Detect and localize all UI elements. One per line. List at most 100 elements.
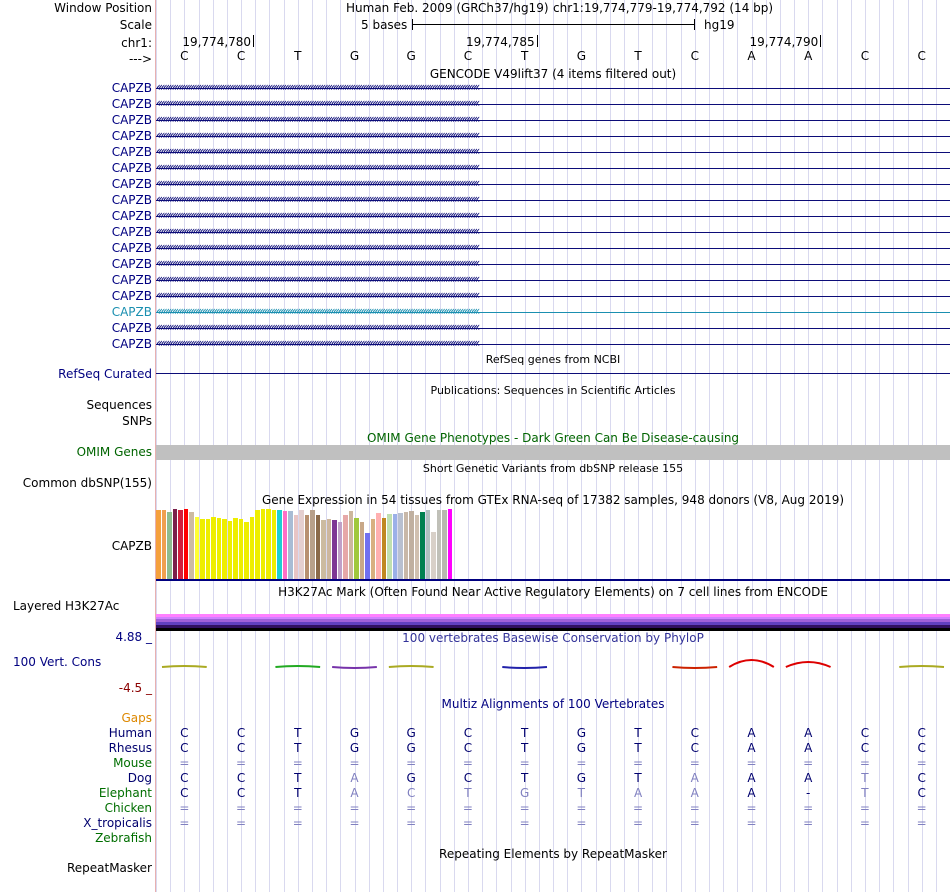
gencode-transcript-line[interactable]: ‹‹‹‹‹‹‹‹‹‹‹‹‹‹‹‹‹‹‹‹‹‹‹‹‹‹‹‹‹‹‹‹‹‹‹‹‹‹‹‹… xyxy=(156,242,950,256)
gtex-tissue-bar[interactable] xyxy=(315,515,320,579)
gencode-item-label[interactable]: CAPZB xyxy=(111,337,152,351)
gencode-item-label[interactable]: CAPZB xyxy=(111,193,152,207)
gencode-item-label[interactable]: CAPZB xyxy=(111,209,152,223)
gtex-tissue-bar[interactable] xyxy=(392,514,397,579)
gencode-item-label[interactable]: CAPZB xyxy=(111,257,152,271)
gtex-tissue-bar[interactable] xyxy=(205,519,210,579)
species-label[interactable]: Chicken xyxy=(104,801,152,815)
gtex-tissue-bar[interactable] xyxy=(178,510,183,579)
gencode-transcript-line[interactable]: ‹‹‹‹‹‹‹‹‹‹‹‹‹‹‹‹‹‹‹‹‹‹‹‹‹‹‹‹‹‹‹‹‹‹‹‹‹‹‹‹… xyxy=(156,338,950,352)
gtex-tissue-bar[interactable] xyxy=(299,510,304,579)
gtex-tissue-bar[interactable] xyxy=(260,509,265,579)
gencode-transcript-line[interactable]: ‹‹‹‹‹‹‹‹‹‹‹‹‹‹‹‹‹‹‹‹‹‹‹‹‹‹‹‹‹‹‹‹‹‹‹‹‹‹‹‹… xyxy=(156,146,950,160)
refseq-gene-line[interactable] xyxy=(156,373,950,374)
gtex-tissue-bar[interactable] xyxy=(167,512,172,579)
gencode-item-label[interactable]: CAPZB xyxy=(111,289,152,303)
gencode-transcript-line[interactable]: ‹‹‹‹‹‹‹‹‹‹‹‹‹‹‹‹‹‹‹‹‹‹‹‹‹‹‹‹‹‹‹‹‹‹‹‹‹‹‹‹… xyxy=(156,226,950,240)
gtex-tissue-bar[interactable] xyxy=(266,509,271,579)
gtex-tissue-bar[interactable] xyxy=(233,518,238,579)
gtex-tissue-bar[interactable] xyxy=(409,511,414,579)
repeatmasker-track-label[interactable]: RepeatMasker xyxy=(66,861,152,875)
gtex-tissue-bar[interactable] xyxy=(255,510,260,579)
gtex-tissue-bar[interactable] xyxy=(425,510,430,579)
gtex-tissue-bar[interactable] xyxy=(288,511,293,579)
gtex-tissue-bar[interactable] xyxy=(359,522,364,579)
species-label[interactable]: Dog xyxy=(127,771,152,785)
omim-gene-bar[interactable] xyxy=(156,445,950,460)
gtex-tissue-bar[interactable] xyxy=(403,512,408,579)
gencode-transcript-line[interactable]: ‹‹‹‹‹‹‹‹‹‹‹‹‹‹‹‹‹‹‹‹‹‹‹‹‹‹‹‹‹‹‹‹‹‹‹‹‹‹‹‹… xyxy=(156,130,950,144)
gtex-tissue-bar[interactable] xyxy=(244,522,249,579)
gencode-item-label[interactable]: CAPZB xyxy=(111,305,152,319)
gtex-tissue-bar[interactable] xyxy=(387,514,392,579)
gencode-item-label[interactable]: CAPZB xyxy=(111,177,152,191)
gtex-tissue-bar[interactable] xyxy=(249,517,254,579)
gencode-item-label[interactable]: CAPZB xyxy=(111,145,152,159)
gtex-tissue-bar[interactable] xyxy=(310,510,315,579)
gtex-tissue-bar[interactable] xyxy=(337,522,342,579)
gtex-tissue-bar[interactable] xyxy=(211,517,216,579)
gencode-item-label[interactable]: CAPZB xyxy=(111,97,152,111)
gtex-tissue-bar[interactable] xyxy=(293,515,298,579)
gtex-tissue-bar[interactable] xyxy=(376,513,381,579)
gencode-transcript-line[interactable]: ‹‹‹‹‹‹‹‹‹‹‹‹‹‹‹‹‹‹‹‹‹‹‹‹‹‹‹‹‹‹‹‹‹‹‹‹‹‹‹‹… xyxy=(156,306,950,320)
dbsnp-track-label[interactable]: Common dbSNP(155) xyxy=(22,476,152,490)
species-label[interactable]: Human xyxy=(108,726,152,740)
phylop-conservation-plot[interactable] xyxy=(156,645,950,695)
gtex-tissue-bar[interactable] xyxy=(172,509,177,579)
gencode-item-label[interactable]: CAPZB xyxy=(111,113,152,127)
gtex-tissue-bar[interactable] xyxy=(271,510,276,579)
gencode-transcript-line[interactable]: ‹‹‹‹‹‹‹‹‹‹‹‹‹‹‹‹‹‹‹‹‹‹‹‹‹‹‹‹‹‹‹‹‹‹‹‹‹‹‹‹… xyxy=(156,290,950,304)
gtex-tissue-bar[interactable] xyxy=(354,518,359,579)
gtex-tissue-bar[interactable] xyxy=(398,513,403,579)
gtex-tissue-bar[interactable] xyxy=(348,511,353,579)
gencode-transcript-line[interactable]: ‹‹‹‹‹‹‹‹‹‹‹‹‹‹‹‹‹‹‹‹‹‹‹‹‹‹‹‹‹‹‹‹‹‹‹‹‹‹‹‹… xyxy=(156,114,950,128)
gencode-item-label[interactable]: CAPZB xyxy=(111,241,152,255)
gencode-item-label[interactable]: CAPZB xyxy=(111,225,152,239)
gencode-transcript-line[interactable]: ‹‹‹‹‹‹‹‹‹‹‹‹‹‹‹‹‹‹‹‹‹‹‹‹‹‹‹‹‹‹‹‹‹‹‹‹‹‹‹‹… xyxy=(156,98,950,112)
gencode-transcript-line[interactable]: ‹‹‹‹‹‹‹‹‹‹‹‹‹‹‹‹‹‹‹‹‹‹‹‹‹‹‹‹‹‹‹‹‹‹‹‹‹‹‹‹… xyxy=(156,274,950,288)
gtex-tissue-bar[interactable] xyxy=(200,519,205,579)
publications-label-snps[interactable]: SNPs xyxy=(122,414,152,428)
gtex-tissue-bar[interactable] xyxy=(431,532,436,579)
omim-track-label[interactable]: OMIM Genes xyxy=(76,445,152,459)
gtex-tissue-bar[interactable] xyxy=(304,515,309,579)
h3k27ac-layered-signal[interactable] xyxy=(156,614,950,631)
phylop-track-label[interactable]: 100 Vert. Cons xyxy=(13,655,102,669)
gencode-transcript-line[interactable]: ‹‹‹‹‹‹‹‹‹‹‹‹‹‹‹‹‹‹‹‹‹‹‹‹‹‹‹‹‹‹‹‹‹‹‹‹‹‹‹‹… xyxy=(156,194,950,208)
gtex-tissue-bar[interactable] xyxy=(381,518,386,579)
gencode-item-label[interactable]: CAPZB xyxy=(111,81,152,95)
species-label[interactable]: X_tropicalis xyxy=(83,816,152,830)
gtex-tissue-bar[interactable] xyxy=(365,533,370,579)
gencode-transcript-line[interactable]: ‹‹‹‹‹‹‹‹‹‹‹‹‹‹‹‹‹‹‹‹‹‹‹‹‹‹‹‹‹‹‹‹‹‹‹‹‹‹‹‹… xyxy=(156,258,950,272)
refseq-track-label[interactable]: RefSeq Curated xyxy=(58,367,152,381)
gtex-tissue-bar[interactable] xyxy=(414,515,419,579)
gtex-tissue-bar[interactable] xyxy=(194,517,199,579)
gtex-bar-chart[interactable] xyxy=(156,508,950,579)
gtex-tissue-bar[interactable] xyxy=(277,510,282,579)
gencode-transcript-line[interactable]: ‹‹‹‹‹‹‹‹‹‹‹‹‹‹‹‹‹‹‹‹‹‹‹‹‹‹‹‹‹‹‹‹‹‹‹‹‹‹‹‹… xyxy=(156,162,950,176)
track-data-area[interactable]: Human Feb. 2009 (GRCh37/hg19) chr1:19,77… xyxy=(156,0,950,892)
species-label[interactable]: Zebrafish xyxy=(95,831,152,845)
species-label[interactable]: Mouse xyxy=(113,756,152,770)
h3k27ac-track-label[interactable]: Layered H3K27Ac xyxy=(13,599,120,613)
gtex-tissue-bar[interactable] xyxy=(183,509,188,579)
gtex-track-label[interactable]: CAPZB xyxy=(111,539,152,553)
gencode-transcript-line[interactable]: ‹‹‹‹‹‹‹‹‹‹‹‹‹‹‹‹‹‹‹‹‹‹‹‹‹‹‹‹‹‹‹‹‹‹‹‹‹‹‹‹… xyxy=(156,210,950,224)
species-label[interactable]: Elephant xyxy=(98,786,152,800)
gtex-tissue-bar[interactable] xyxy=(189,512,194,579)
gtex-tissue-bar[interactable] xyxy=(238,519,243,579)
gtex-tissue-bar[interactable] xyxy=(442,510,447,579)
gtex-tissue-bar[interactable] xyxy=(156,510,161,579)
species-label[interactable]: Rhesus xyxy=(108,741,152,755)
gencode-item-label[interactable]: CAPZB xyxy=(111,129,152,143)
publications-label-sequences[interactable]: Sequences xyxy=(86,398,152,412)
gtex-tissue-bar[interactable] xyxy=(420,512,425,579)
gtex-tissue-bar[interactable] xyxy=(321,520,326,579)
gtex-tissue-bar[interactable] xyxy=(222,519,227,579)
gtex-tissue-bar[interactable] xyxy=(436,510,441,579)
gencode-item-label[interactable]: CAPZB xyxy=(111,321,152,335)
gencode-item-label[interactable]: CAPZB xyxy=(111,273,152,287)
gtex-tissue-bar[interactable] xyxy=(227,521,232,579)
gtex-tissue-bar[interactable] xyxy=(343,515,348,579)
